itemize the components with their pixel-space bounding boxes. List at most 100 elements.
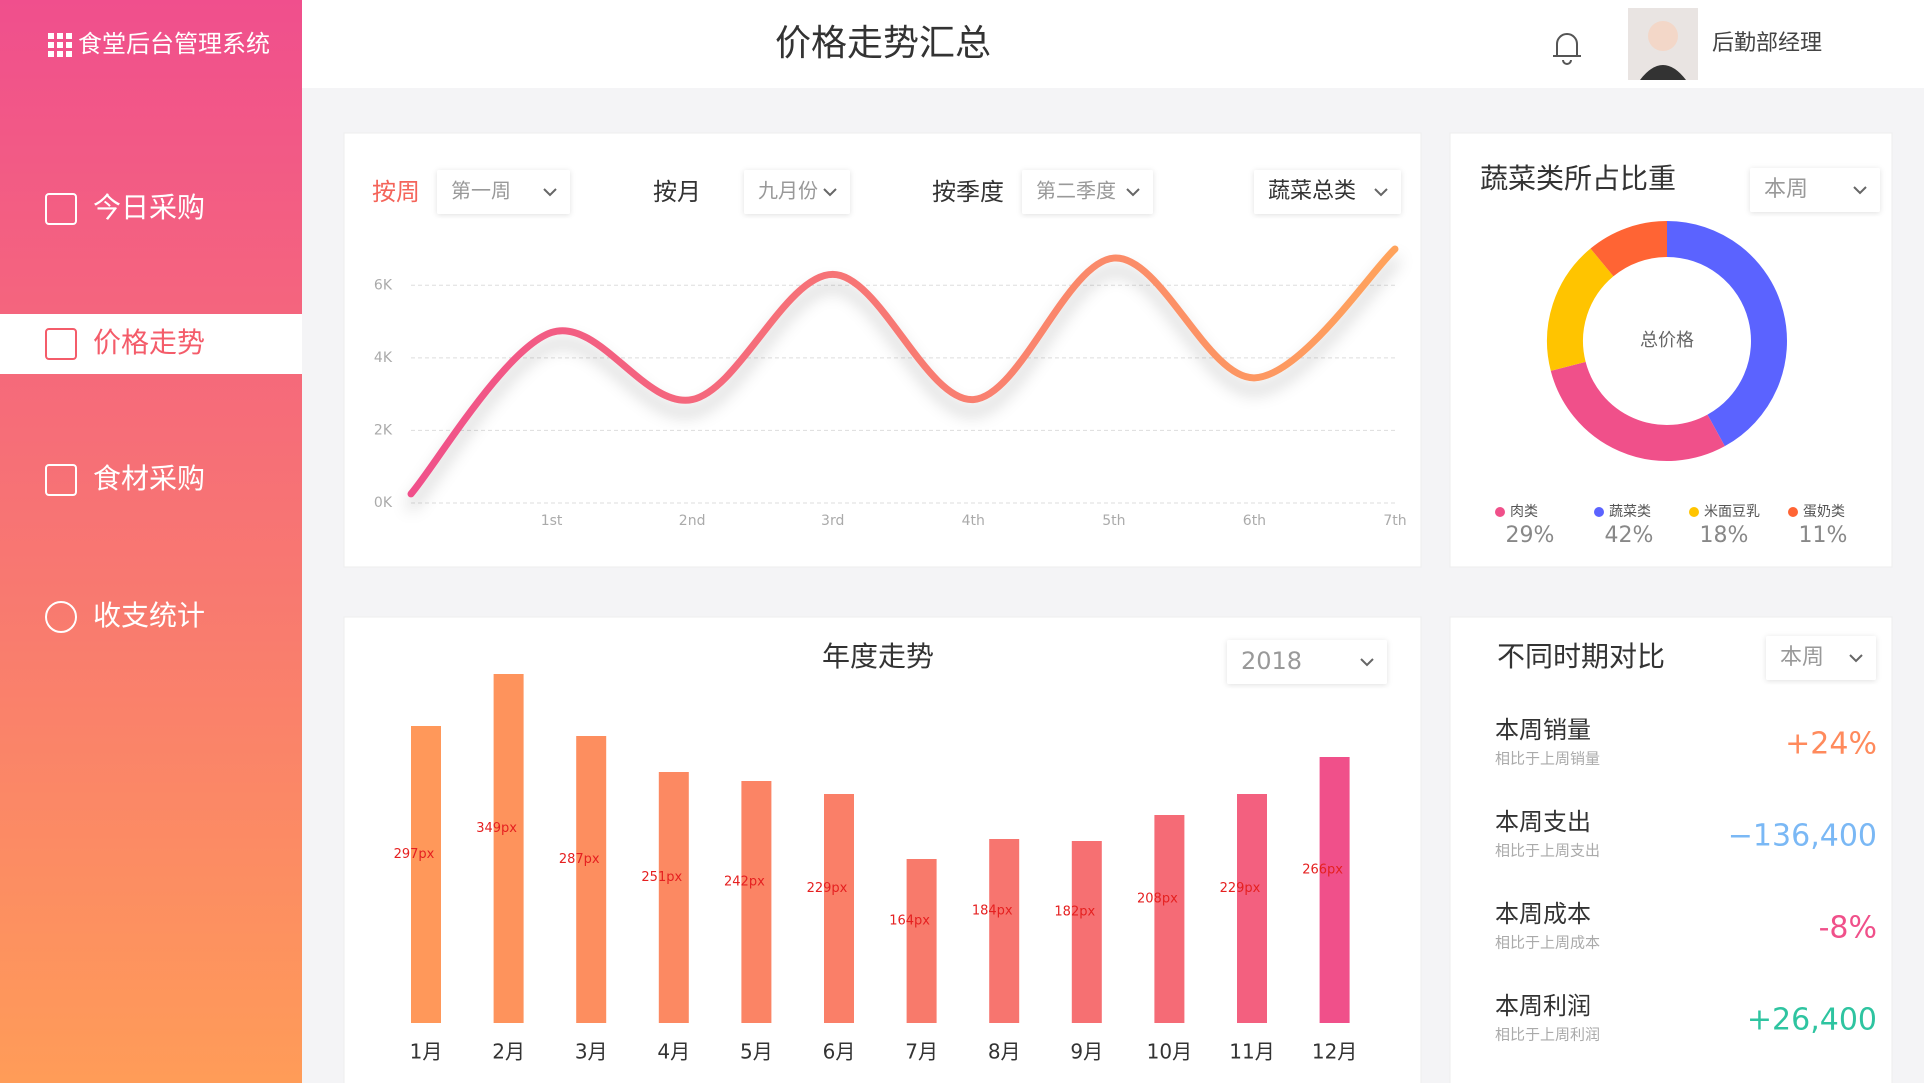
bar-annotation: 287px [559,852,600,867]
bar [1237,794,1267,1023]
legend-dot [1594,507,1604,517]
chevron [1849,654,1863,663]
x-tick-label: 7th [1383,513,1406,529]
bell-icon[interactable] [1553,33,1581,65]
avatar-body [1640,65,1686,80]
bar-annotation: 229px [807,881,848,896]
legend-value: 18% [1700,523,1749,548]
x-tick-label: 9月 [1070,1040,1103,1064]
chevron [1126,188,1140,197]
bar-annotation: 242px [724,875,765,890]
bar [741,781,772,1023]
bar-annotation: 208px [1137,892,1178,907]
menu-icon [45,464,77,496]
item-label: 本周利润 [1495,992,1591,1020]
tab[interactable]: 按周 [372,178,420,206]
page-title: 价格走势汇总 [775,23,991,64]
x-tick-label: 2月 [492,1040,525,1064]
bar-annotation: 229px [1220,881,1261,896]
dropdown[interactable] [1766,636,1876,680]
item-label: 本周销量 [1495,716,1591,744]
dropdown-label[interactable]: 九月份 [758,179,818,203]
line [407,245,1399,498]
item-note: 相比于上周销量 [1495,750,1600,768]
y-tick-label: 2K [374,422,393,438]
dropdown-label[interactable]: 第一周 [451,179,511,203]
legend-dot [1495,507,1505,517]
bar-annotation: 251px [641,870,682,885]
chevron [543,188,557,197]
menu-icon [45,601,77,633]
x-tick-label: 6月 [823,1040,856,1064]
tab[interactable]: 按季度 [932,178,1004,206]
x-tick-label: 3月 [575,1040,608,1064]
card [1449,616,1893,1083]
bar [493,674,524,1023]
y-tick-label: 0K [374,495,393,511]
dropdown[interactable] [437,170,570,214]
center-label: 总价格 [1640,330,1694,351]
x-tick-label: 8月 [988,1040,1021,1064]
menu-item[interactable]: 食材采购 [93,462,205,495]
menu-item[interactable]: 今日采购 [93,191,205,224]
dropdown[interactable] [1022,170,1153,214]
item-label: 本周成本 [1495,900,1591,928]
legend-label: 米面豆乳 [1704,504,1760,520]
app-title: 食堂后台管理系统 [78,30,270,58]
x-tick-label: 4th [962,513,985,529]
donut-slice [1547,248,1614,371]
dropdown[interactable] [1750,168,1880,212]
x-tick-label: 11月 [1229,1040,1274,1064]
item-note: 相比于上周支出 [1495,842,1600,860]
dropdown[interactable] [744,170,850,214]
bar [411,726,441,1023]
avatar-face [1648,21,1678,51]
y-tick-label: 6K [374,277,393,293]
user-name[interactable]: 后勤部经理 [1712,31,1822,56]
donut-slice [1590,221,1668,277]
item-note: 相比于上周成本 [1495,934,1600,952]
item-value: +26,400 [1747,1003,1877,1038]
legend-dot [1689,507,1699,517]
dropdown-label[interactable]: 第二季度 [1036,179,1116,203]
x-tick-label: 2nd [679,513,706,529]
legend-value: 11% [1799,523,1848,548]
bar-annotation: 349px [476,821,517,836]
bar [658,772,689,1023]
x-tick-label: 1月 [410,1040,443,1064]
x-tick-label: 10月 [1147,1040,1192,1064]
item-value: −136,400 [1728,819,1877,854]
bar [989,839,1020,1023]
menu-item[interactable]: 收支统计 [93,599,205,632]
bar-annotation: 297px [394,847,435,862]
bar [906,859,937,1023]
x-tick-label: 1st [541,513,563,529]
bar-annotation: 266px [1302,863,1343,878]
x-tick-label: 5月 [740,1040,773,1064]
chevron [1360,658,1374,667]
tab[interactable]: 按月 [653,178,701,206]
dropdown[interactable] [1254,170,1401,214]
x-tick-label: 7月 [905,1040,938,1064]
legend-label: 蛋奶类 [1803,504,1845,520]
x-tick-label: 6th [1243,513,1266,529]
item-note: 相比于上周利润 [1495,1026,1600,1044]
dropdown-label[interactable]: 本周 [1764,177,1808,202]
bar-annotation: 182px [1054,905,1095,920]
chevron [1853,186,1867,195]
dropdown-label[interactable]: 2018 [1241,647,1302,675]
dropdown-label[interactable]: 蔬菜总类 [1268,179,1356,204]
menu-active [0,314,302,374]
menu-item[interactable]: 价格走势 [93,326,205,359]
legend-label: 蔬菜类 [1609,504,1651,520]
bar [576,736,607,1023]
bar [1071,841,1102,1023]
dropdown[interactable] [1227,640,1387,684]
legend-value: 29% [1506,523,1555,548]
legend-dot [1788,507,1798,517]
legend-value: 42% [1605,523,1654,548]
logo-icon [48,33,72,57]
dropdown-label[interactable]: 本周 [1780,645,1824,670]
